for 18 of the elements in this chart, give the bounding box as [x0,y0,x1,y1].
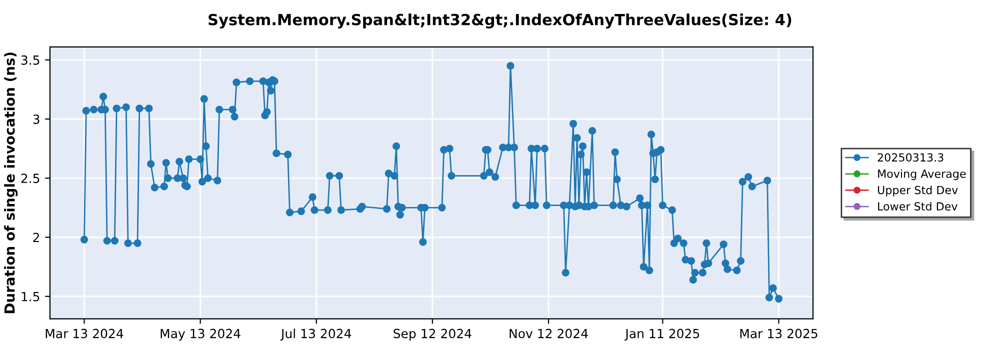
y-tick-label: 2.5 [21,174,40,184]
y-tick-label: 1.5 [22,292,40,302]
y-tick-label: 3 [33,114,40,124]
x-tick-label: May 13 2024 [160,328,240,341]
legend-label: Moving Average [878,169,966,180]
x-tick-label: Sep 12 2024 [394,328,472,341]
legend-label: Upper Std Dev [878,186,958,196]
x-tick-label: Jan 11 2025 [624,328,700,341]
y-tick-label: 3.5 [21,55,40,65]
legend-label: Lower Std Dev [878,202,958,211]
chart-title: System.Memory.Span&lt;Int32&gt;.IndexOfAnyThreeValues(Size: 4) [208,14,792,28]
x-tick-label: Nov 12 2024 [510,328,588,338]
x-tick-label: Mar 13 2025 [740,328,818,338]
x-tick-label: Jul 13 2024 [280,328,352,341]
y-tick-label: 2 [33,232,40,242]
y-axis-title: Duration of single invocation (ns) [4,52,18,314]
legend-label: 20250313.3 [878,153,944,162]
x-tick-label: Mar 13 2024 [46,328,124,338]
